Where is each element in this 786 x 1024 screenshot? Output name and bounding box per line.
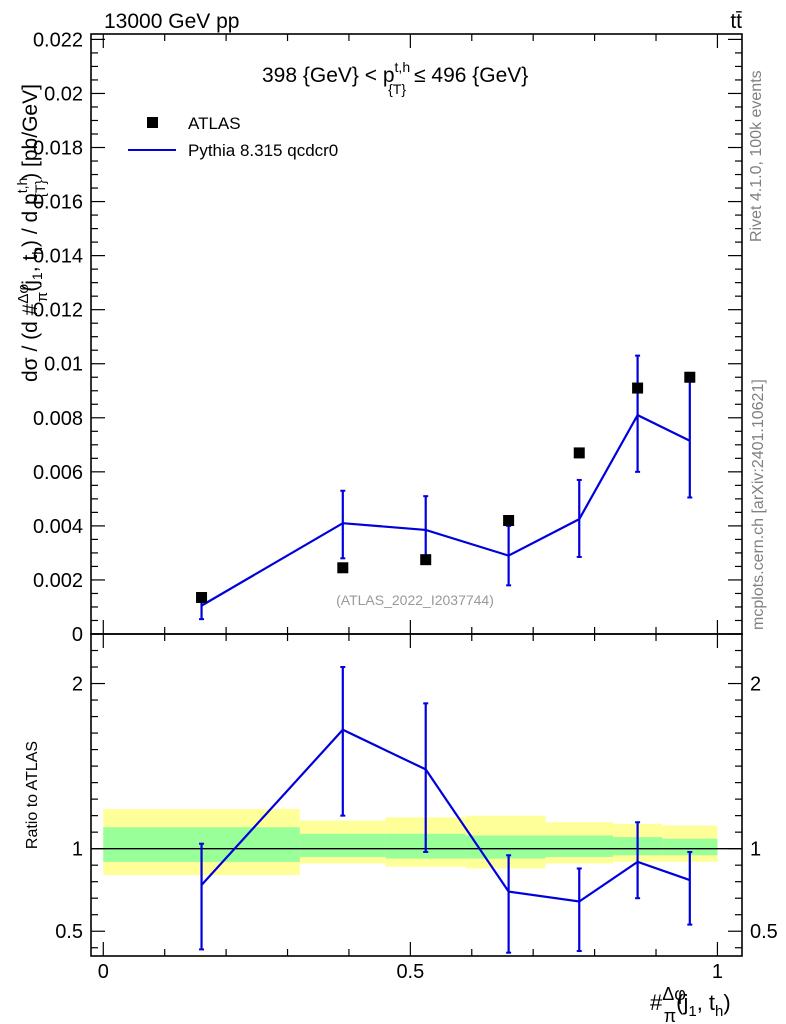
y-tick-label: 0.004 xyxy=(33,516,83,538)
y-tick-label: 0.022 xyxy=(33,29,83,51)
ratio-plot-panel: 0.5 0.51 12 2 0 0.5 1 Ratio to ATLAS #Δφ π(j1,… xyxy=(24,633,778,1024)
ratio-y-tick-label-right: 2 xyxy=(750,674,761,696)
header-right: tt̄ xyxy=(730,10,742,33)
atlas-data-point xyxy=(503,514,515,526)
x-tick-label: 0.5 xyxy=(396,961,424,983)
ratio-x-axis: 0 0.5 1 xyxy=(98,634,723,983)
atlas-data-point xyxy=(632,382,644,394)
main-y-axis: 0 0.002 0.004 0.006 0.008 0.01 0.012 0.014 0.016… xyxy=(33,29,742,646)
ratio-y-tick-label-left: 1 xyxy=(72,839,83,861)
atlas-data-point xyxy=(684,371,696,383)
pythia-series-line xyxy=(200,413,691,607)
y-tick-label: 0.02 xyxy=(44,83,83,105)
ratio-y-tick-label-right: 0.5 xyxy=(750,921,778,943)
analysis-watermark: (ATLAS_2022_I2037744) xyxy=(336,592,494,608)
ratio-uncertainty-bands xyxy=(103,809,718,876)
y-tick-label: 0.006 xyxy=(33,462,83,484)
mcplots-label: mcplots.cern.ch [arXiv:2401.10621] xyxy=(750,379,767,630)
ratio-y-axis: 0.5 0.5 1 1 2 2 xyxy=(55,649,778,949)
main-x-axis xyxy=(102,34,719,634)
ratio-band-green xyxy=(662,838,718,856)
y-tick-label: 0.016 xyxy=(33,192,83,214)
x-tick-label: 0 xyxy=(98,961,109,983)
plot-title: 398 {GeV} < pt,h {T}≤ 496 {GeV} xyxy=(262,59,528,97)
x-axis-label: #Δφ π(j1, th) xyxy=(650,984,731,1024)
ratio-y-tick-label-right: 1 xyxy=(750,839,761,861)
legend-atlas-marker xyxy=(147,117,158,128)
atlas-data-point xyxy=(573,447,585,459)
y-tick-label: 0.008 xyxy=(33,408,83,430)
y-tick-label: 0 xyxy=(72,624,83,646)
header-left: 13000 GeV pp xyxy=(104,10,239,33)
ratio-y-tick-label-left: 2 xyxy=(72,674,83,696)
ratio-frame xyxy=(90,633,743,957)
main-y-axis-label: dσ / (d #Δφ π(j1, th) / d pt,h {T}) [pb/Ge… xyxy=(14,84,51,382)
y-tick-label: 0.01 xyxy=(44,354,83,376)
legend-atlas-label: ATLAS xyxy=(188,114,241,133)
ratio-y-axis-label: Ratio to ATLAS xyxy=(24,741,41,849)
ratio-marks xyxy=(199,666,693,954)
main-marks xyxy=(196,354,696,621)
y-tick-label: 0.012 xyxy=(33,300,83,322)
atlas-data-point xyxy=(337,562,349,574)
ratio-y-tick-label-left: 0.5 xyxy=(55,921,83,943)
main-plot-panel: 0 0.002 0.004 0.006 0.008 0.01 0.012 0.014 0.016… xyxy=(14,29,743,646)
legend-pythia-label: Pythia 8.315 qcdcr0 xyxy=(188,141,338,160)
y-tick-label: 0.018 xyxy=(33,138,83,160)
y-tick-label: 0.002 xyxy=(33,570,83,592)
atlas-data-point xyxy=(420,554,432,566)
atlas-data-point xyxy=(196,592,208,604)
rivet-label: Rivet 4.1.0, 100k events xyxy=(748,70,765,242)
ratio-band-green xyxy=(299,833,386,857)
y-tick-label: 0.014 xyxy=(33,246,83,268)
ratio-band-green xyxy=(545,835,614,857)
ratio-band-green xyxy=(465,835,546,859)
x-tick-label: 1 xyxy=(712,961,723,983)
